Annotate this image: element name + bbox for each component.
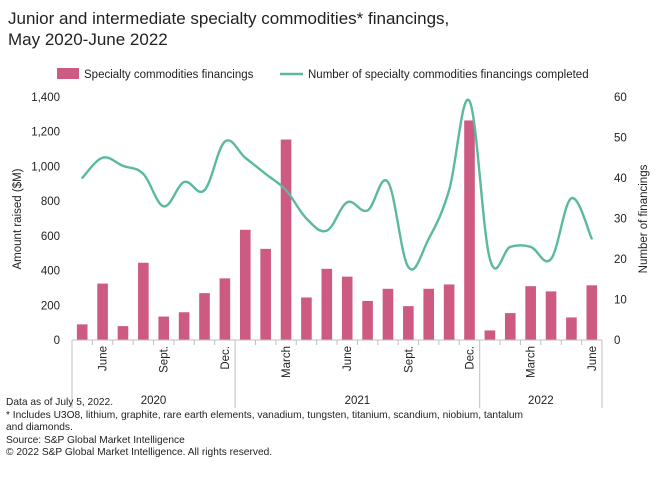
bar (341, 276, 353, 340)
bar (199, 293, 210, 340)
y-tick-label: 200 (41, 300, 60, 312)
x-tick-label: March (281, 346, 293, 378)
y2-axis-title: Number of financings (638, 164, 650, 273)
bar (280, 139, 292, 340)
line-point (285, 189, 288, 192)
x-tick-label: March (526, 346, 538, 378)
bar (178, 312, 190, 340)
legend-bar-label: Specialty commodities financings (84, 69, 254, 81)
line-point (325, 229, 328, 232)
bar (158, 316, 170, 340)
line-point (427, 237, 430, 240)
bar (76, 324, 88, 340)
footer-footnote-cont: and diamonds. (6, 422, 73, 434)
y-tick-label: 1,200 (31, 127, 60, 139)
bar (423, 288, 435, 340)
y2-tick-label: 10 (614, 295, 627, 307)
y2-tick-label: 40 (614, 173, 627, 185)
footer-notes: Data as of July 5, 2022. * Includes U3O8… (6, 397, 656, 460)
bar (566, 317, 577, 340)
year-label: 2022 (528, 395, 554, 407)
bar (443, 284, 455, 340)
year-label: 2021 (345, 395, 371, 407)
bar (301, 297, 312, 340)
legend-bar-swatch (57, 68, 79, 79)
line-point (590, 237, 593, 240)
line-point (570, 197, 573, 200)
y2-tick-label: 60 (614, 92, 627, 104)
line-point (509, 245, 512, 248)
bar (362, 300, 373, 340)
bar (403, 306, 414, 340)
line-point (366, 209, 369, 212)
legend: Specialty commodities financings Number … (57, 68, 589, 81)
y2-tick-label: 30 (614, 214, 627, 226)
line-point (203, 189, 206, 192)
title-line-2: May 2020-June 2022 (8, 30, 168, 49)
legend-line-label: Number of specialty commodities financin… (308, 69, 589, 81)
x-tick-label: Dec. (465, 346, 477, 370)
line-point (81, 177, 84, 179)
y-tick-label: 1,400 (31, 92, 60, 104)
bar (545, 291, 557, 340)
line-point (244, 156, 247, 159)
footer-copyright: © 2022 S&P Global Market Intelligence. A… (6, 447, 273, 459)
line-point (386, 181, 389, 184)
bar (260, 248, 271, 340)
line-point (121, 164, 124, 167)
y-tick-label: 800 (41, 196, 60, 208)
bar (138, 262, 149, 340)
line-point (223, 140, 226, 143)
bar (239, 229, 251, 340)
y-tick-label: 400 (41, 266, 60, 278)
x-tick-label: Sept. (403, 346, 415, 373)
bar (586, 285, 598, 340)
line-point (550, 258, 553, 260)
title-line-1: Junior and intermediate specialty commod… (8, 9, 450, 28)
line-point (183, 181, 186, 184)
line-point (264, 172, 267, 175)
x-tick-label: Sept. (159, 346, 171, 373)
line-point (488, 258, 491, 260)
bar (525, 286, 536, 340)
plot-area: 0 200 400 600 800 1,000 1,200 1,400 0 10 20 30 40 50 6… (31, 92, 627, 408)
bar (504, 313, 516, 340)
x-tick-label: June (587, 346, 599, 371)
bar (117, 326, 129, 340)
line-point (101, 156, 104, 159)
line-point (407, 266, 410, 269)
bar (321, 268, 333, 340)
series-line-financings-count (81, 98, 593, 271)
line-point (305, 217, 308, 220)
y-tick-label: 0 (54, 335, 60, 347)
footer-source: Source: S&P Global Market Intelligence (6, 434, 185, 446)
bar (97, 283, 108, 340)
year-label: 2020 (141, 395, 167, 407)
chart-title: Junior and intermediate specialty commod… (8, 8, 648, 50)
footer-footnote: * Includes U3O8, lithium, graphite, rare… (6, 409, 523, 421)
line-point (468, 100, 471, 103)
x-tick-label: Dec. (220, 346, 232, 370)
y2-tick-label: 50 (614, 133, 627, 145)
bar (464, 120, 475, 340)
bar (382, 288, 394, 340)
line-point (346, 201, 349, 204)
line-point (448, 189, 451, 192)
bar (219, 278, 231, 340)
line-point (529, 245, 532, 248)
x-tick-label: June (342, 346, 354, 371)
y2-tick-label: 0 (614, 335, 620, 347)
y2-tick-label: 20 (614, 254, 627, 266)
line-point (142, 172, 145, 175)
x-tick-label: June (98, 346, 110, 371)
bar (484, 330, 496, 340)
line-point (162, 205, 165, 208)
y-tick-label: 600 (41, 231, 60, 243)
y-axis-title: Amount raised ($M) (12, 168, 24, 269)
footer-date-note: Data as of July 5, 2022. (6, 397, 114, 408)
y-tick-label: 1,000 (31, 161, 60, 173)
